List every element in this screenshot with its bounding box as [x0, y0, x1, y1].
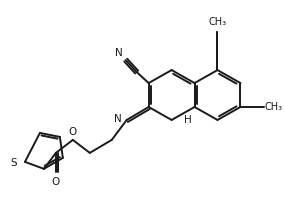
Text: H: H	[183, 115, 191, 125]
Text: O: O	[52, 177, 60, 187]
Text: N: N	[114, 114, 122, 124]
Text: CH₃: CH₃	[208, 17, 227, 27]
Text: O: O	[69, 127, 77, 137]
Text: N: N	[115, 48, 123, 58]
Text: S: S	[11, 158, 17, 168]
Text: CH₃: CH₃	[264, 102, 282, 112]
